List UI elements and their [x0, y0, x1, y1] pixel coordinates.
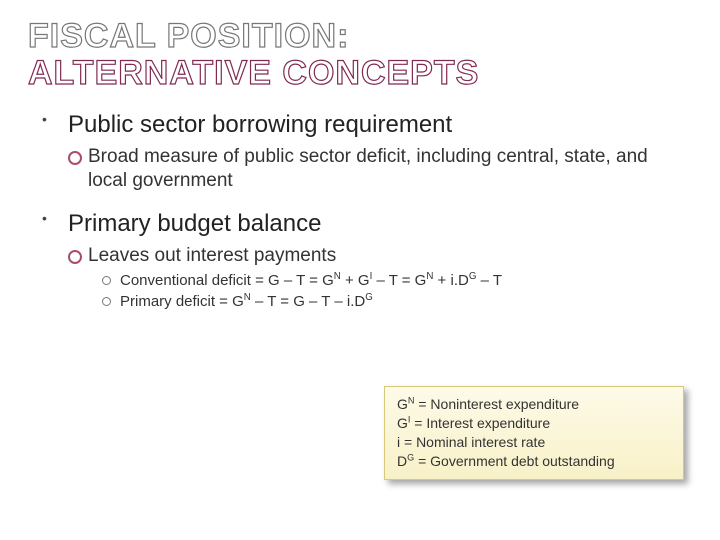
legend-line-gn: GN = Noninterest expenditure	[397, 395, 671, 414]
formula-primary-text: Primary deficit = GN – T = G – T – i.DG	[120, 293, 373, 310]
formula-conventional: Conventional deficit = G – T = GN + GI –…	[28, 272, 692, 289]
legend-line-gi: GI = Interest expenditure	[397, 414, 671, 433]
bullet-psbr-desc-text: Broad measure of public sector deficit, …	[88, 146, 648, 191]
bullet-psbr-label: Public sector borrowing requirement	[68, 111, 452, 138]
legend-box: GN = Noninterest expenditure GI = Intere…	[384, 386, 684, 480]
bullet-primary-balance: Primary budget balance	[28, 210, 692, 238]
formula-primary: Primary deficit = GN – T = G – T – i.DG	[28, 293, 692, 310]
title-line-1: FISCAL POSITION:	[28, 18, 692, 55]
formula-conventional-text: Conventional deficit = G – T = GN + GI –…	[120, 272, 502, 289]
bullet-psbr: Public sector borrowing requirement	[28, 111, 692, 139]
legend-line-dg: DG = Government debt outstanding	[397, 452, 671, 471]
legend-line-i: i = Nominal interest rate	[397, 433, 671, 452]
bullet-leaves-interest-text: Leaves out interest payments	[88, 245, 336, 266]
title-line-2: ALTERNATIVE CONCEPTS	[28, 55, 692, 92]
slide-title: FISCAL POSITION: ALTERNATIVE CONCEPTS	[28, 18, 692, 93]
bullet-primary-balance-label: Primary budget balance	[68, 210, 321, 237]
bullet-psbr-desc: Broad measure of public sector deficit, …	[28, 145, 692, 193]
bullet-leaves-interest: Leaves out interest payments	[28, 244, 692, 268]
